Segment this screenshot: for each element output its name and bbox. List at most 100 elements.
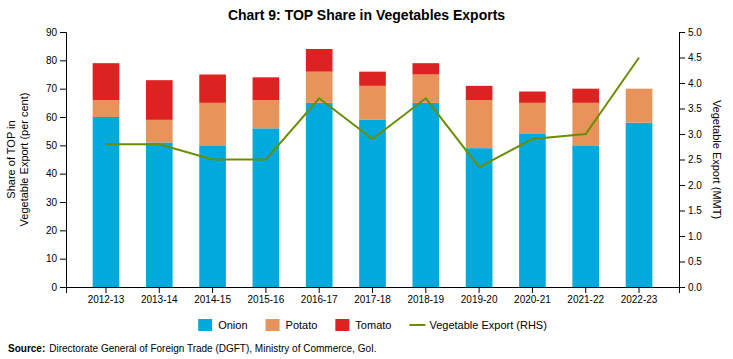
tick-mark bbox=[425, 287, 426, 293]
bar bbox=[253, 128, 280, 287]
bar bbox=[93, 117, 120, 287]
tick-label: 70 bbox=[46, 83, 58, 94]
bar bbox=[306, 103, 333, 287]
tick-mark bbox=[479, 287, 480, 293]
legend-label: Vegetable Export (RHS) bbox=[429, 319, 546, 331]
bar bbox=[146, 120, 173, 143]
y2-tick: 3.5 bbox=[679, 103, 702, 114]
tick-mark bbox=[60, 60, 66, 61]
y-tick: 20 bbox=[46, 225, 66, 236]
axis-line bbox=[67, 288, 680, 294]
tick-label: 2.5 bbox=[688, 154, 702, 165]
bar bbox=[306, 49, 333, 72]
bar bbox=[519, 103, 546, 134]
tick-label: 3.0 bbox=[688, 129, 702, 140]
y2-tick: 1.5 bbox=[679, 205, 702, 216]
y-tick: 10 bbox=[46, 253, 66, 264]
tick-mark bbox=[60, 259, 66, 260]
y2-tick: 4.5 bbox=[679, 52, 702, 63]
x-tick: 2017-18 bbox=[354, 287, 391, 305]
bar bbox=[359, 86, 386, 120]
tick-label: 1.0 bbox=[688, 231, 702, 242]
tick-label: 2018-19 bbox=[407, 294, 444, 305]
source: Source:Directorate General of Foreign Tr… bbox=[8, 343, 377, 354]
bar bbox=[199, 103, 226, 146]
legend-swatch bbox=[198, 319, 212, 331]
tick-mark bbox=[372, 287, 373, 293]
y-tick: 0 bbox=[51, 282, 66, 293]
tick-label: 2013-14 bbox=[141, 294, 178, 305]
bar bbox=[93, 100, 120, 117]
tick-mark bbox=[60, 230, 66, 231]
tick-mark bbox=[60, 287, 66, 288]
bar bbox=[199, 145, 226, 287]
tick-label: 20 bbox=[46, 225, 58, 236]
y2-tick: 4.0 bbox=[679, 78, 702, 89]
bar bbox=[146, 143, 173, 288]
bar bbox=[626, 89, 653, 123]
tick-label: 50 bbox=[46, 140, 58, 151]
tick-label: 2014-15 bbox=[194, 294, 231, 305]
bar bbox=[626, 88, 653, 89]
tick-label: 2016-17 bbox=[301, 294, 338, 305]
tick-label: 3.5 bbox=[688, 103, 702, 114]
bar bbox=[572, 89, 599, 103]
x-axis: 2012-13 2013-14 2014-15 2015-16 2016-17 2017-… bbox=[67, 287, 680, 305]
tick-label: 60 bbox=[46, 112, 58, 123]
tick-label: 2021-22 bbox=[567, 294, 604, 305]
y-axis: 0102030405060708090 bbox=[46, 27, 67, 293]
tick-mark bbox=[60, 32, 66, 33]
bar bbox=[466, 100, 493, 148]
legend-entry: Vegetable Export (RHS) bbox=[409, 319, 546, 331]
y-tick: 40 bbox=[46, 168, 66, 179]
tick-label: 5.0 bbox=[688, 27, 702, 38]
tick-mark bbox=[60, 202, 66, 203]
tick-mark bbox=[679, 211, 685, 212]
tick-mark bbox=[679, 83, 685, 84]
tick-mark bbox=[679, 262, 685, 263]
tick-label: 2017-18 bbox=[354, 294, 391, 305]
tick-label: 2.0 bbox=[688, 180, 702, 191]
y2-tick: 3.0 bbox=[679, 129, 702, 140]
x-tick: 2022-23 bbox=[621, 287, 658, 305]
x-tick: 2015-16 bbox=[248, 287, 285, 305]
legend: OnionPotatoTomatoVegetable Export (RHS) bbox=[198, 319, 547, 331]
bar bbox=[359, 120, 386, 287]
y2-tick: 0.5 bbox=[679, 256, 702, 267]
legend-entry: Onion bbox=[198, 319, 247, 331]
y-tick: 50 bbox=[46, 140, 66, 151]
bar bbox=[93, 63, 120, 100]
title: Chart 9: TOP Share in Vegetables Exports bbox=[228, 7, 505, 23]
x-tick: 2018-19 bbox=[407, 287, 444, 305]
bar bbox=[253, 100, 280, 128]
tick-mark bbox=[679, 287, 685, 288]
source-text: Source: bbox=[8, 343, 45, 354]
tick-mark bbox=[60, 117, 66, 118]
bar bbox=[146, 80, 173, 120]
bar-series bbox=[93, 103, 653, 287]
legend-label: Tomato bbox=[355, 319, 391, 331]
y2-tick: 2.0 bbox=[679, 180, 702, 191]
tick-mark bbox=[679, 32, 685, 33]
y-tick: 70 bbox=[46, 83, 66, 94]
bar bbox=[572, 103, 599, 146]
y2-tick: 1.0 bbox=[679, 231, 702, 242]
tick-mark bbox=[585, 287, 586, 293]
tick-label: 2020-21 bbox=[514, 294, 551, 305]
tick-label: 2015-16 bbox=[248, 294, 285, 305]
x-tick: 2012-13 bbox=[88, 287, 125, 305]
tick-mark bbox=[60, 89, 66, 90]
tick-mark bbox=[159, 287, 160, 293]
tick-mark bbox=[679, 58, 685, 59]
tick-label: 30 bbox=[46, 197, 58, 208]
y2-tick: 2.5 bbox=[679, 154, 702, 165]
y-tick: 30 bbox=[46, 197, 66, 208]
tick-mark bbox=[679, 109, 685, 110]
tick-mark bbox=[639, 287, 640, 293]
tick-mark bbox=[679, 185, 685, 186]
tick-label: 90 bbox=[46, 27, 58, 38]
legend-swatch bbox=[409, 324, 425, 326]
bar bbox=[626, 123, 653, 287]
x-tick: 2013-14 bbox=[141, 287, 178, 305]
line bbox=[106, 58, 639, 168]
